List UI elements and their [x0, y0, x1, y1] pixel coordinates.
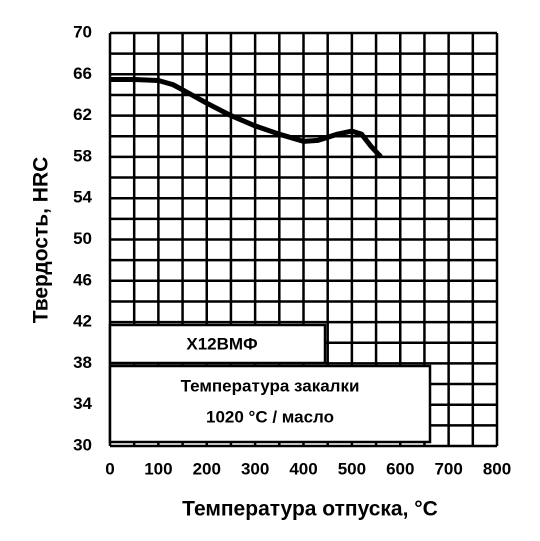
data-line: [110, 76, 383, 159]
y-tick-label: 38: [73, 353, 92, 372]
x-tick-label: 400: [289, 459, 317, 478]
x-axis-label: Температура отпуска, °C: [182, 498, 438, 521]
x-tick-label: 300: [241, 459, 269, 478]
x-tick-label: 600: [386, 459, 414, 478]
y-tick-label: 34: [73, 394, 92, 413]
y-tick-label: 66: [73, 64, 92, 83]
y-tick-label: 30: [73, 435, 92, 454]
y-tick-label: 70: [73, 22, 92, 41]
y-tick-label: 46: [73, 270, 92, 289]
annotation: Температура закалки: [181, 376, 360, 395]
y-axis-label: Твердость, HRC: [30, 157, 53, 324]
annotation-box: [108, 364, 432, 444]
x-tick-label: 100: [144, 459, 172, 478]
y-tick-label: 54: [73, 188, 92, 207]
y-tick-label: 58: [73, 146, 92, 165]
x-tick-label: 0: [105, 459, 114, 478]
y-tick-label: 50: [73, 229, 92, 248]
x-tick-label: 700: [434, 459, 462, 478]
x-tick-label: 800: [483, 459, 511, 478]
x-tick-label: 500: [338, 459, 366, 478]
y-tick-label: 42: [73, 312, 92, 331]
x-tick-label: 200: [193, 459, 221, 478]
annotation-box: [108, 323, 327, 365]
annotation: Х12ВМФ: [186, 334, 257, 353]
annotation: 1020 °C / масло: [206, 407, 334, 426]
y-tick-label: 62: [73, 105, 92, 124]
